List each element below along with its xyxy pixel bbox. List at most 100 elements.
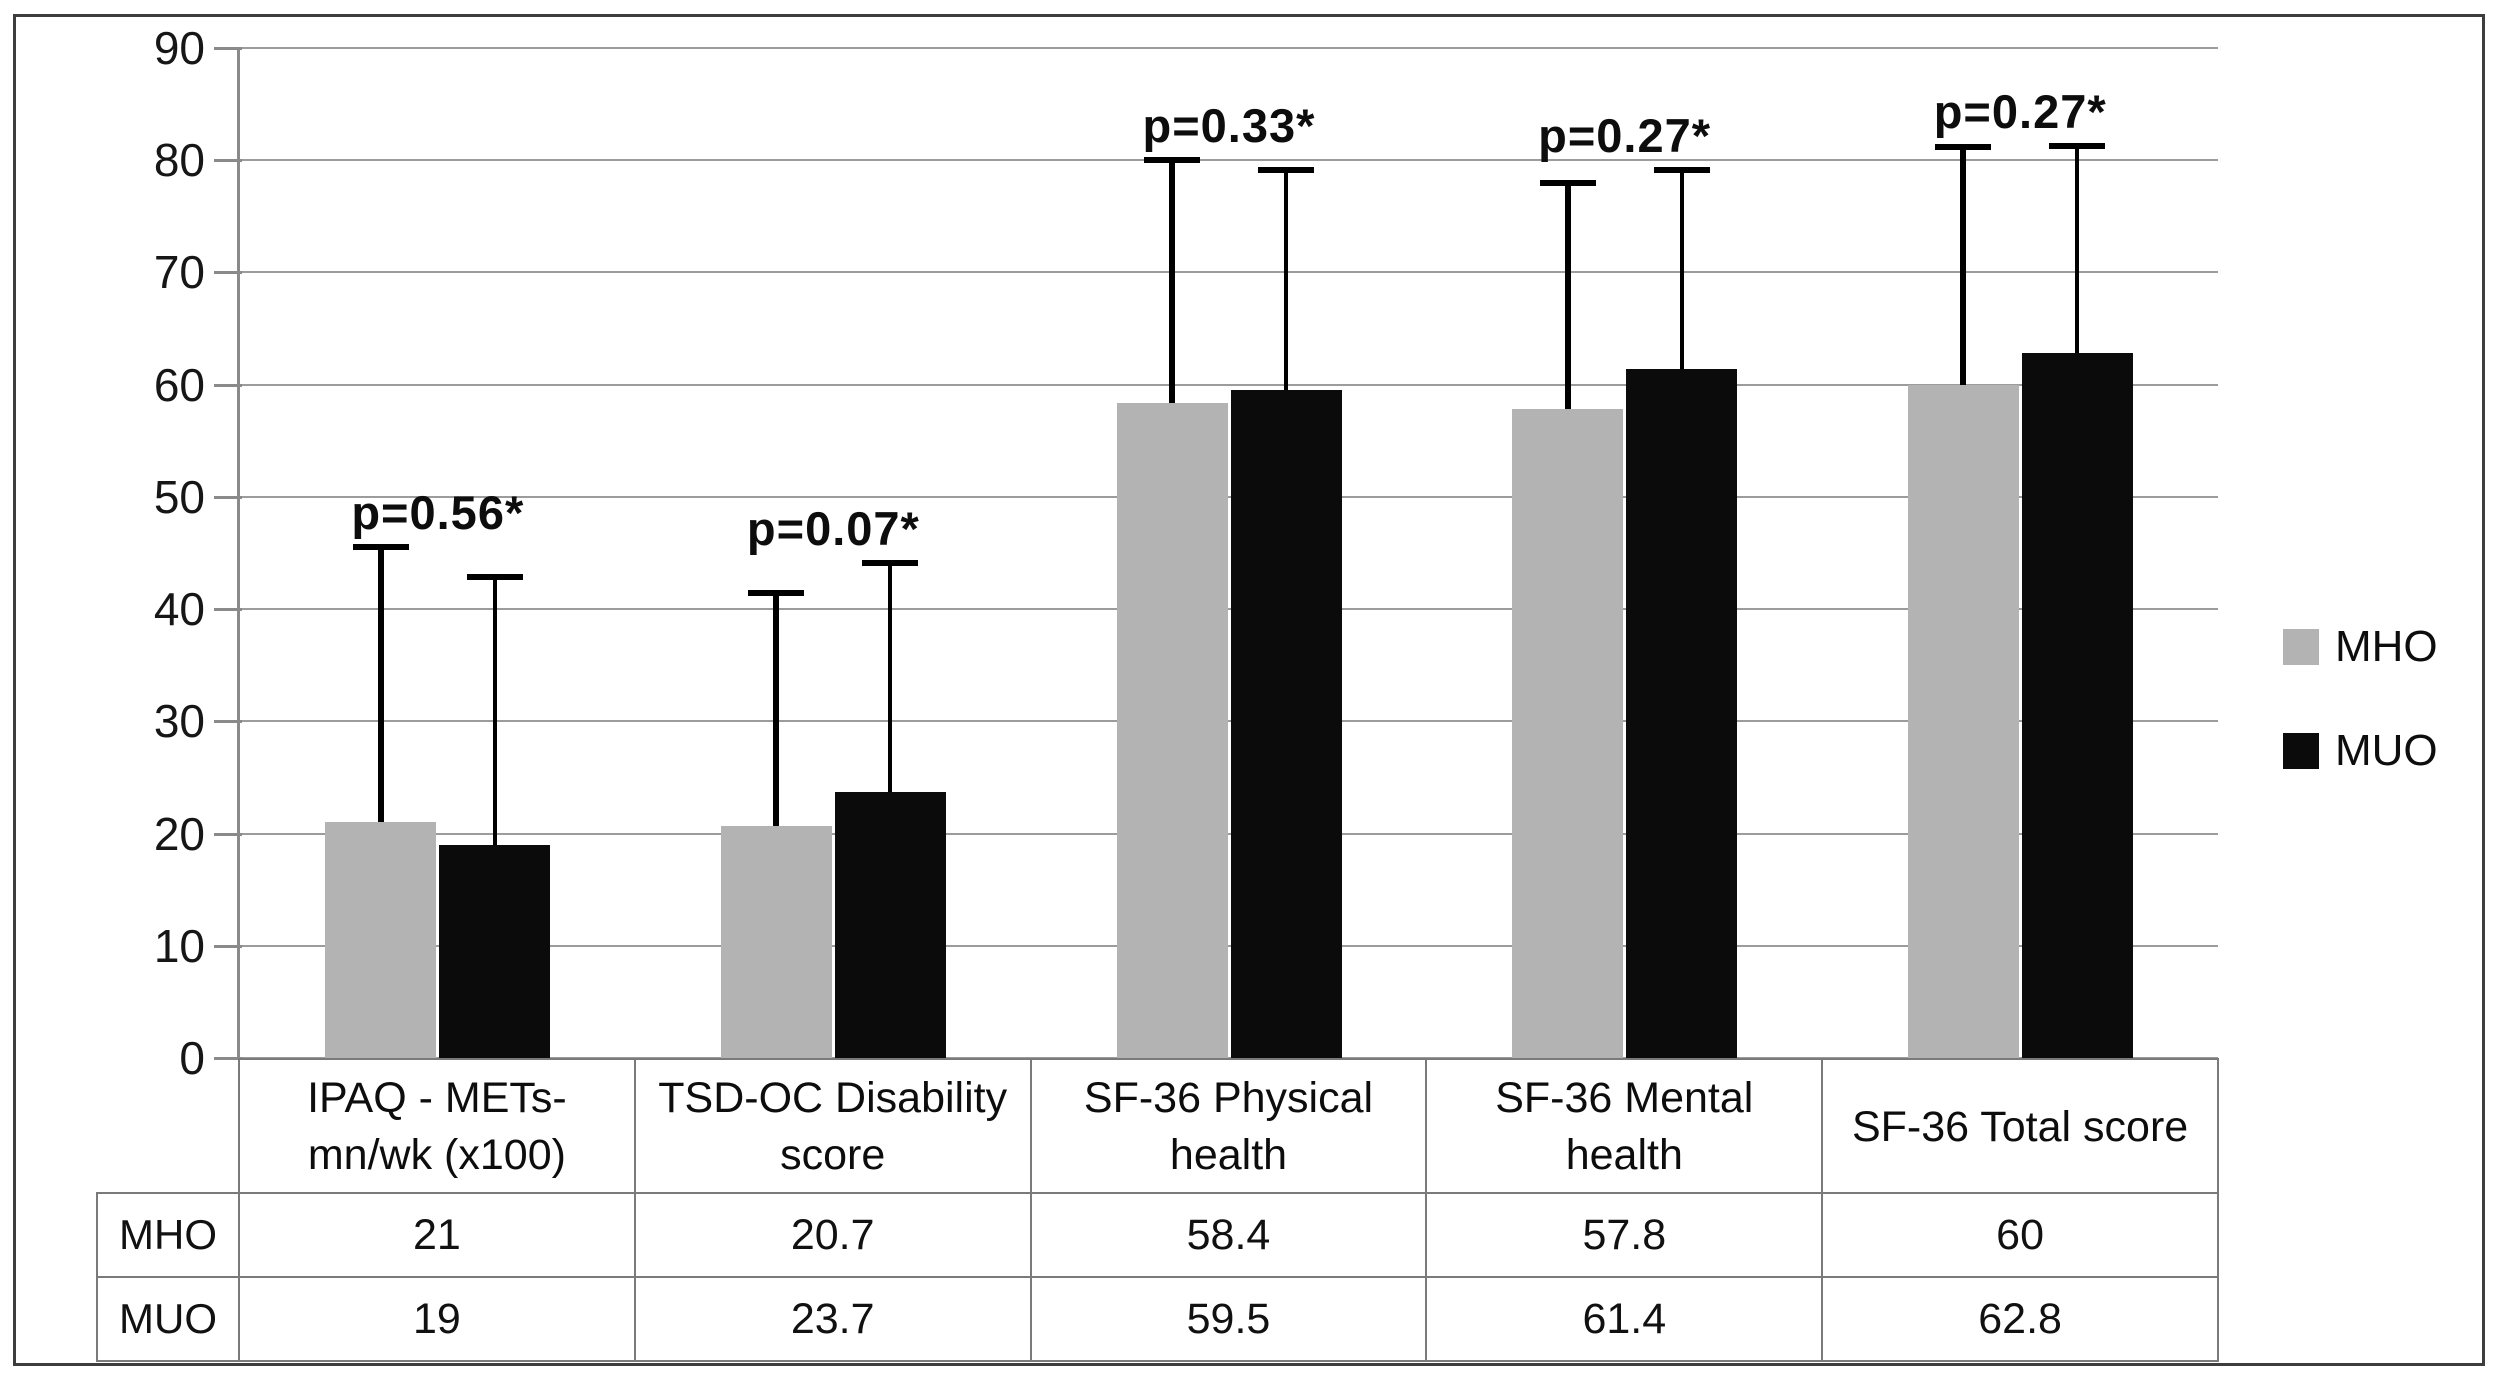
error-bar-cap [1144, 157, 1200, 164]
table-cell: 62.8 [1821, 1278, 2217, 1360]
bar-muo-5 [2021, 353, 2133, 1058]
p-value-label: p=0.33* [1142, 99, 1316, 153]
error-bar-line [1284, 170, 1288, 391]
y-axis-line [237, 48, 240, 1060]
legend-swatch-muo [2283, 733, 2319, 769]
error-bar-line [888, 563, 893, 793]
figure-border [13, 14, 2485, 1366]
y-axis-tick [214, 47, 242, 50]
category-label-line: IPAQ - METs- [307, 1074, 567, 1123]
p-value-label: p=0.27* [1538, 109, 1712, 163]
bar-mho-5 [1907, 384, 2019, 1058]
bar-muo-2 [834, 792, 946, 1058]
y-axis-tick [214, 608, 242, 612]
y-axis-tick [214, 271, 242, 275]
error-bar-line [773, 593, 780, 826]
table-cell: 21 [412, 1210, 461, 1259]
gridline [240, 383, 2218, 386]
error-bar-cap [1539, 179, 1596, 186]
legend: MHO MUO [2283, 622, 2438, 776]
table-cell: 20.7 [633, 1194, 1030, 1276]
bar-mho-2 [720, 825, 832, 1058]
y-axis-tick [214, 1057, 242, 1060]
legend-label: MUO [2335, 726, 2438, 775]
y-axis-tick [214, 383, 242, 387]
gridline [240, 47, 2218, 49]
table-row-muo: MUO 19 23.7 59.5 61.4 62.8 [96, 1276, 2219, 1362]
category-label-1: IPAQ - METs-mn/wk (x100) [240, 1060, 634, 1194]
category-label-line: SF-36 Mental [1495, 1074, 1754, 1123]
error-bar-cap [466, 573, 523, 580]
table-row-mho: MHO 21 20.7 58.4 57.8 60 [96, 1192, 2219, 1278]
legend-swatch-mho [2283, 629, 2319, 665]
bar-mho-3 [1116, 402, 1228, 1058]
y-axis-tick [214, 944, 242, 948]
category-axis-row: IPAQ - METs-mn/wk (x100) TSD-OC Disabilit… [238, 1058, 2219, 1196]
p-value-label: p=0.07* [746, 502, 920, 556]
y-axis-label: 0 [179, 1032, 205, 1084]
y-axis-label: 60 [153, 358, 205, 411]
gridline [240, 832, 2218, 835]
y-axis-tick [214, 720, 242, 724]
table-cell: 60 [1821, 1194, 2217, 1276]
category-label-line: score [780, 1131, 886, 1179]
gridline [240, 608, 2218, 611]
category-label-line: mn/wk (x100) [307, 1131, 566, 1179]
y-axis-tick [214, 832, 242, 836]
bar-muo-4 [1626, 368, 1738, 1058]
category-label-line: SF-36 Total score [1851, 1102, 2189, 1151]
gridline [240, 720, 2218, 723]
category-label-line: TSD-OC Disability [658, 1074, 1008, 1123]
gridline [240, 159, 2218, 162]
table-cell: 23.7 [633, 1278, 1030, 1360]
table-cell: 19 [412, 1294, 461, 1343]
bar-muo-1 [439, 844, 551, 1058]
error-bar-cap [1653, 167, 1710, 174]
table-cell: 59.5 [1029, 1278, 1426, 1360]
error-bar-cap [1258, 167, 1314, 174]
bar-mho-1 [325, 822, 437, 1058]
y-axis-label: 90 [153, 22, 205, 74]
y-axis-label: 40 [153, 583, 205, 636]
category-label-2: TSD-OC Disability score [633, 1060, 1030, 1194]
gridline [240, 944, 2218, 947]
error-bar-line [2075, 145, 2080, 354]
p-value-label: p=0.27* [1933, 84, 2107, 138]
error-bar-cap [2049, 142, 2106, 149]
row-header-muo: MUO [98, 1278, 240, 1360]
y-axis-label: 50 [153, 470, 205, 523]
category-label-4: SF-36 Mental health [1425, 1060, 1821, 1194]
y-axis-label: 20 [153, 807, 205, 860]
error-bar-cap [862, 560, 919, 567]
row-header-mho: MHO [98, 1194, 240, 1276]
error-bar-line [1564, 182, 1571, 410]
error-bar-line [1169, 160, 1175, 403]
bar-mho-4 [1512, 409, 1624, 1058]
y-axis-label: 30 [153, 695, 205, 748]
legend-item-mho: MHO [2283, 622, 2438, 672]
category-label-line: health [1169, 1131, 1288, 1179]
error-bar-cap [352, 544, 409, 551]
y-axis-tick [214, 159, 242, 163]
p-value-label: p=0.56* [351, 486, 525, 540]
table-cell: 61.4 [1425, 1278, 1821, 1360]
table-cell: 58.4 [1029, 1194, 1426, 1276]
error-bar-line [492, 576, 497, 845]
error-bar-line [1679, 170, 1684, 369]
gridline [240, 495, 2218, 498]
category-label-5: SF-36 Total score [1821, 1060, 2217, 1194]
y-axis-label: 70 [153, 246, 205, 299]
bar-muo-3 [1230, 390, 1342, 1058]
error-bar-cap [1935, 143, 1992, 150]
table-cell: 57.8 [1425, 1194, 1821, 1276]
error-bar-line [377, 547, 384, 823]
category-label-line: health [1565, 1131, 1683, 1179]
category-label-line: SF-36 Physical [1083, 1074, 1374, 1123]
error-bar-line [1960, 146, 1967, 385]
y-axis-tick [214, 495, 242, 499]
gridline [240, 271, 2218, 274]
y-axis-label: 10 [153, 919, 205, 972]
error-bar-cap [748, 590, 805, 597]
category-label-3: SF-36 Physical health [1029, 1060, 1426, 1194]
